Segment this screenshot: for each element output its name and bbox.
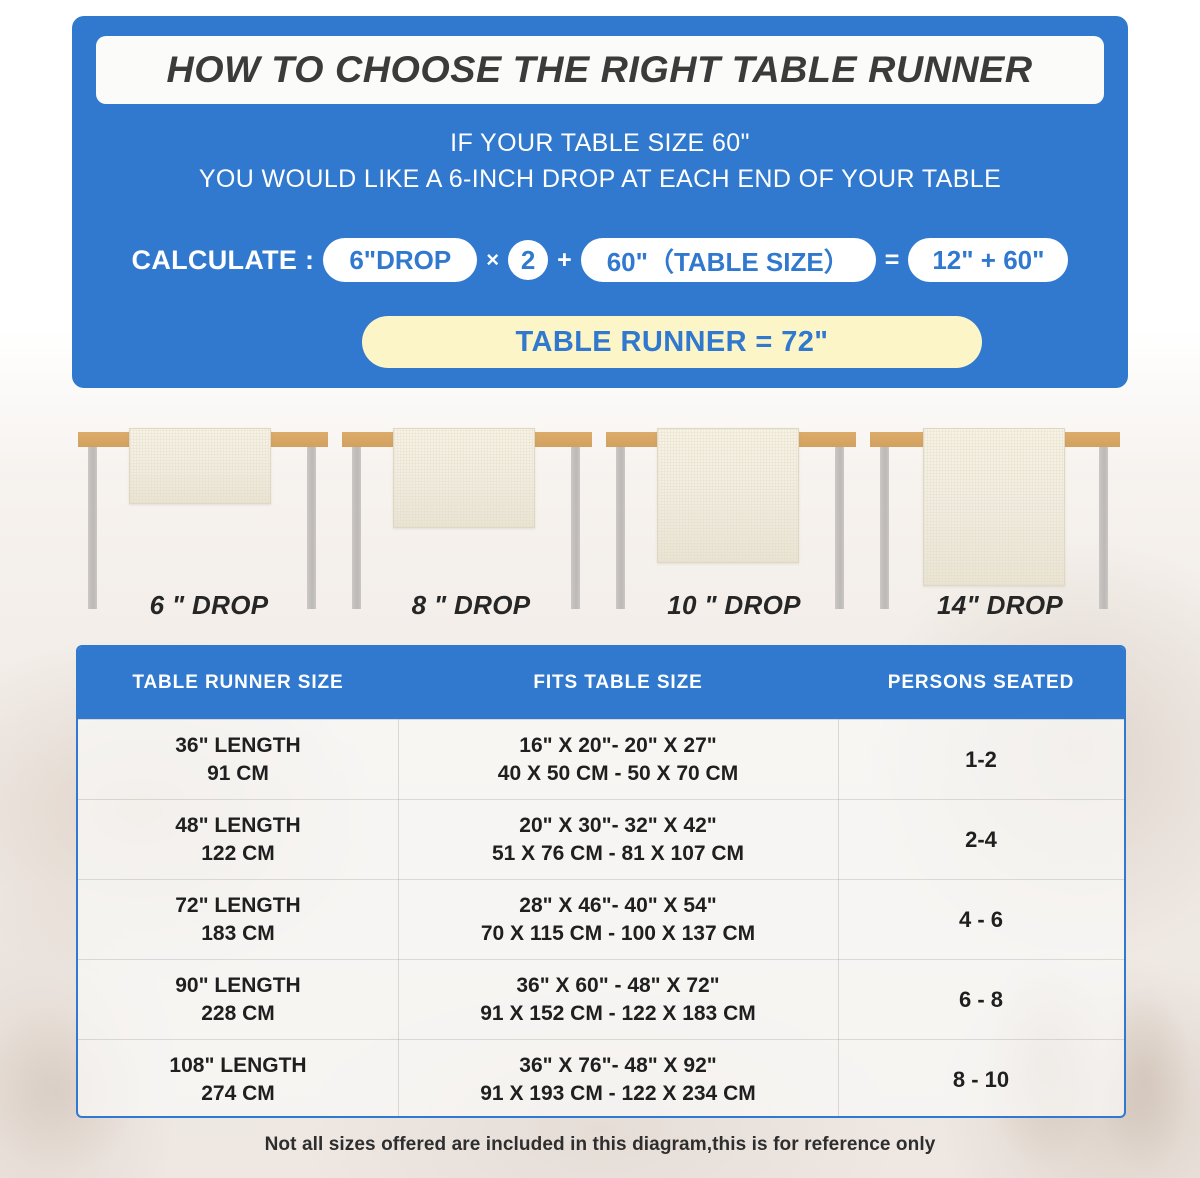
runner-size-cm: 183 CM — [201, 921, 275, 945]
cell-runner-size: 108" LENGTH 274 CM — [78, 1052, 398, 1108]
fits-size-inches: 28" X 46"- 40" X 54" — [519, 893, 717, 917]
subtitle-line-2: YOU WOULD LIKE A 6-INCH DROP AT EACH END… — [198, 165, 1002, 193]
tabletop-left-icon — [342, 432, 408, 447]
table-leg-left-icon — [352, 447, 361, 609]
drop-illustration-10in: 10 " DROP — [600, 424, 864, 624]
drop-illustration-8in: 8 " DROP — [336, 424, 600, 624]
runner-size-cm: 274 CM — [201, 1081, 275, 1105]
fits-size-inches: 36" X 76"- 48" X 92" — [519, 1053, 717, 1077]
runner-size-inches: 90" LENGTH — [175, 973, 301, 997]
fits-size-cm: 51 X 76 CM - 81 X 107 CM — [491, 841, 745, 865]
tabletop-left-icon — [606, 432, 668, 447]
page-title: HOW TO CHOOSE THE RIGHT TABLE RUNNER — [166, 49, 1034, 90]
drop-label: 8 " DROP — [411, 590, 531, 620]
table-row: 90" LENGTH 228 CM 36" X 60" - 48" X 72" … — [78, 959, 1124, 1039]
tabletop-right-icon — [788, 432, 856, 447]
runner-size-cm: 228 CM — [201, 1001, 275, 1025]
fits-size-cm: 40 X 50 CM - 50 X 70 CM — [497, 761, 739, 785]
drop-illustrations: 6 " DROP 8 " DROP 10 " DROP 14" DROP — [72, 424, 1128, 624]
table-runner-icon — [657, 428, 799, 563]
fits-size-inches: 20" X 30"- 32" X 42" — [519, 813, 717, 837]
cell-fits-table-size: 36" X 60" - 48" X 72" 91 X 152 CM - 122 … — [398, 972, 838, 1028]
tabletop-right-icon — [528, 432, 592, 447]
table-row: 108" LENGTH 274 CM 36" X 76"- 48" X 92" … — [78, 1039, 1124, 1116]
column-divider — [838, 719, 839, 1116]
equals-operator-icon: = — [884, 245, 900, 274]
size-chart-table: TABLE RUNNER SIZE FITS TABLE SIZE PERSON… — [76, 645, 1126, 1118]
fits-size-inches: 36" X 60" - 48" X 72" — [516, 973, 720, 997]
runner-size-inches: 72" LENGTH — [175, 893, 301, 917]
multiplier-pill: 2 — [508, 240, 549, 280]
tabletop-left-icon — [78, 432, 144, 447]
plus-operator-icon: + — [557, 245, 572, 274]
table-leg-right-icon — [307, 447, 316, 609]
result-banner: TABLE RUNNER = 72" — [362, 316, 982, 368]
drop-illustration-14in: 14" DROP — [864, 424, 1128, 624]
cell-persons-seated: 2-4 — [965, 826, 997, 852]
table-leg-right-icon — [571, 447, 580, 609]
cell-runner-size: 72" LENGTH 183 CM — [78, 892, 398, 948]
column-header-fits-table-size: FITS TABLE SIZE — [533, 672, 703, 693]
fits-size-cm: 70 X 115 CM - 100 X 137 CM — [480, 921, 756, 945]
tabletop-right-icon — [1054, 432, 1120, 447]
cell-persons-seated: 8 - 10 — [952, 1066, 1010, 1092]
sum-pill: 12" + 60" — [908, 238, 1069, 282]
table-leg-left-icon — [880, 447, 889, 609]
table-runner-icon — [129, 428, 271, 504]
cell-persons-seated: 1-2 — [965, 746, 997, 772]
column-divider — [398, 719, 399, 1116]
column-header-persons-seated: PERSONS SEATED — [887, 672, 1075, 693]
calculation-row: CALCULATE : 6"DROP × 2 + 60"（TABLE SIZE）… — [72, 238, 1128, 282]
drop-label: 14" DROP — [937, 590, 1063, 620]
fits-size-cm: 91 X 152 CM - 122 X 183 CM — [480, 1001, 756, 1025]
result-text: TABLE RUNNER = 72" — [515, 325, 829, 358]
cell-persons-seated: 6 - 8 — [958, 986, 1004, 1012]
runner-size-cm: 91 CM — [207, 761, 269, 785]
table-leg-right-icon — [1099, 447, 1108, 609]
table-row: 48" LENGTH 122 CM 20" X 30"- 32" X 42" 5… — [78, 799, 1124, 879]
hero-panel: HOW TO CHOOSE THE RIGHT TABLE RUNNER IF … — [72, 16, 1128, 388]
runner-size-inches: 36" LENGTH — [175, 733, 301, 757]
cell-runner-size: 90" LENGTH 228 CM — [78, 972, 398, 1028]
runner-size-inches: 48" LENGTH — [175, 813, 301, 837]
runner-size-cm: 122 CM — [201, 841, 275, 865]
title-plate: HOW TO CHOOSE THE RIGHT TABLE RUNNER — [96, 36, 1104, 104]
drop-value-pill: 6"DROP — [323, 238, 478, 282]
table-row: 72" LENGTH 183 CM 28" X 46"- 40" X 54" 7… — [78, 879, 1124, 959]
fits-size-inches: 16" X 20"- 20" X 27" — [519, 733, 717, 757]
multiply-operator-icon: × — [486, 247, 500, 272]
table-size-pill: 60"（TABLE SIZE） — [580, 238, 876, 282]
fits-size-cm: 91 X 193 CM - 122 X 234 CM — [480, 1081, 756, 1105]
table-leg-right-icon — [835, 447, 844, 609]
cell-runner-size: 48" LENGTH 122 CM — [78, 812, 398, 868]
calculate-label: CALCULATE : — [131, 244, 315, 275]
subtitle-block: IF YOUR TABLE SIZE 60" YOU WOULD LIKE A … — [72, 126, 1128, 198]
footnote: Not all sizes offered are included in th… — [264, 1134, 936, 1155]
subtitle-line-1: IF YOUR TABLE SIZE 60" — [450, 129, 750, 157]
table-leg-left-icon — [616, 447, 625, 609]
runner-size-inches: 108" LENGTH — [169, 1053, 307, 1077]
table-body: 36" LENGTH 91 CM 16" X 20"- 20" X 27" 40… — [78, 719, 1124, 1116]
drop-label: 6 " DROP — [149, 590, 269, 620]
table-header-row: TABLE RUNNER SIZE FITS TABLE SIZE PERSON… — [78, 647, 1124, 719]
cell-persons-seated: 4 - 6 — [958, 906, 1004, 932]
cell-runner-size: 36" LENGTH 91 CM — [78, 732, 398, 788]
tabletop-right-icon — [264, 432, 328, 447]
table-runner-icon — [923, 428, 1065, 586]
cell-fits-table-size: 16" X 20"- 20" X 27" 40 X 50 CM - 50 X 7… — [398, 732, 838, 788]
cell-fits-table-size: 20" X 30"- 32" X 42" 51 X 76 CM - 81 X 1… — [398, 812, 838, 868]
column-header-runner-size: TABLE RUNNER SIZE — [132, 672, 344, 693]
table-leg-left-icon — [88, 447, 97, 609]
table-runner-icon — [393, 428, 535, 528]
drop-illustration-6in: 6 " DROP — [72, 424, 336, 624]
tabletop-left-icon — [870, 432, 932, 447]
cell-fits-table-size: 28" X 46"- 40" X 54" 70 X 115 CM - 100 X… — [398, 892, 838, 948]
cell-fits-table-size: 36" X 76"- 48" X 92" 91 X 193 CM - 122 X… — [398, 1052, 838, 1108]
drop-label: 10 " DROP — [667, 590, 801, 620]
table-row: 36" LENGTH 91 CM 16" X 20"- 20" X 27" 40… — [78, 719, 1124, 799]
